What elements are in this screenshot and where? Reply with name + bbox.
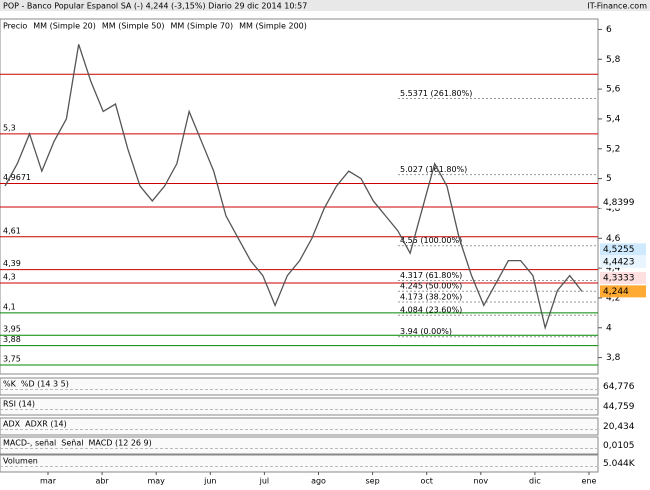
level-label: 5,3 xyxy=(3,123,16,132)
fib-label: 5.5371 (261.80%) xyxy=(400,89,472,98)
y-tick-label: 5 xyxy=(606,174,612,184)
price-marker-label: 4,4423 xyxy=(603,257,635,267)
source: IT-Finance.com xyxy=(587,2,647,11)
price-marker-label: 4,5255 xyxy=(603,245,635,255)
indicator-panel xyxy=(0,454,599,473)
x-tick-label: jul xyxy=(259,477,270,486)
level-label: 4,3 xyxy=(3,273,16,282)
y-tick-label: 4 xyxy=(606,323,612,333)
plot-frame xyxy=(0,18,599,375)
price-line xyxy=(4,44,583,331)
indicator-panel xyxy=(0,417,599,436)
chart-title: POP - Banco Popular Espanol SA (-) 4,244… xyxy=(3,2,307,11)
title-bar xyxy=(0,0,650,11)
price-marker-box xyxy=(600,243,646,256)
fib-label: 4.084 (23.60%) xyxy=(400,306,462,315)
level-label: 3,75 xyxy=(3,355,21,364)
y-tick-label: 4,6 xyxy=(606,234,621,244)
indicator-label: Volumen xyxy=(3,457,38,466)
fib-label: 4.317 (61.80%) xyxy=(400,271,462,280)
legend-entry: Precio xyxy=(3,22,27,31)
indicator-value: 5.044K xyxy=(603,459,636,469)
x-tick-label: sep xyxy=(366,477,380,486)
x-tick-label: mar xyxy=(40,477,57,486)
fib-label: 4.55 (100.00%) xyxy=(400,236,462,245)
x-tick-label: abr xyxy=(95,477,109,486)
level-label: 4,61 xyxy=(3,226,21,235)
y-tick-label: 4,4 xyxy=(606,264,621,274)
price-marker-box xyxy=(600,196,646,209)
indicator-label: ADXR (14) xyxy=(25,420,67,429)
indicator-value: 64,776 xyxy=(603,382,635,392)
x-tick-label: ago xyxy=(311,477,326,486)
price-marker-box xyxy=(600,285,646,298)
legend-entry: MM (Simple 50) xyxy=(102,22,165,31)
indicator-label: MACD (12 26 9) xyxy=(88,439,151,448)
x-tick-label: nov xyxy=(473,477,488,486)
indicator-label: Señal xyxy=(61,439,83,448)
legend-entry: MM (Simple 200) xyxy=(239,22,307,31)
indicator-label: MACD-, señal xyxy=(3,439,56,448)
price-marker-label: 4,244 xyxy=(603,287,629,297)
y-tick-label: 4,2 xyxy=(606,293,620,303)
y-tick-label: 4,8 xyxy=(606,204,621,214)
level-label: 4,1 xyxy=(3,302,16,311)
y-tick-label: 5,4 xyxy=(606,114,621,124)
x-tick-label: dic xyxy=(529,477,541,486)
price-marker-label: 4,3333 xyxy=(603,274,635,284)
indicator-label: RSI (14) xyxy=(3,400,35,409)
indicator-label: ADX xyxy=(3,420,21,429)
indicator-panel xyxy=(0,436,599,455)
y-tick-label: 5,6 xyxy=(606,85,621,95)
level-label: 3,95 xyxy=(3,325,21,334)
x-tick-label: jun xyxy=(203,477,216,486)
price-marker-box xyxy=(600,255,646,268)
indicator-label: %K xyxy=(3,380,17,389)
x-tick-label: oct xyxy=(420,477,432,486)
level-label: 3,88 xyxy=(3,335,21,344)
x-tick-label: may xyxy=(147,477,165,486)
fib-label: 3.94 (0.00%) xyxy=(400,327,452,336)
x-tick-label: ene xyxy=(582,477,597,486)
indicator-value: 44,759 xyxy=(603,402,635,412)
level-label: 4,9671 xyxy=(3,173,31,182)
indicator-value: 0,0105 xyxy=(603,441,635,451)
y-tick-label: 5,2 xyxy=(606,144,620,154)
legend-entry: MM (Simple 20) xyxy=(33,22,96,31)
y-tick-label: 3,8 xyxy=(606,353,621,363)
y-tick-label: 5,8 xyxy=(606,55,621,65)
indicator-value: 20,434 xyxy=(603,422,635,432)
level-label: 4,39 xyxy=(3,259,21,268)
price-marker-label: 4,8399 xyxy=(603,198,635,208)
price-marker-box xyxy=(600,272,646,285)
indicator-panel xyxy=(0,377,599,396)
legend-entry: MM (Simple 70) xyxy=(171,22,234,31)
fib-label: 4.173 (38.20%) xyxy=(400,292,462,301)
indicator-panel xyxy=(0,397,599,416)
fib-label: 4.245 (50.00%) xyxy=(400,282,462,291)
indicator-label: %D (14 3 5) xyxy=(21,380,69,389)
y-tick-label: 6 xyxy=(606,25,612,35)
